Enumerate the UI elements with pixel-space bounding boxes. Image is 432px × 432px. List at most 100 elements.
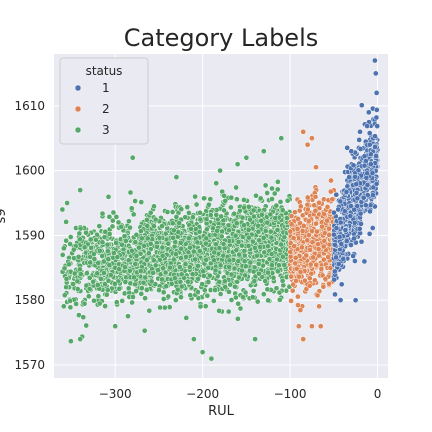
y-tick-label: 1590: [14, 228, 45, 242]
point-2: [309, 239, 316, 246]
point-2: [329, 196, 336, 203]
point-3: [217, 291, 224, 297]
point-3: [177, 264, 183, 270]
point-3: [178, 271, 185, 278]
point-3: [177, 239, 184, 246]
point-3: [247, 259, 254, 266]
point-2: [289, 287, 296, 294]
point-1: [358, 221, 364, 227]
point-3: [237, 305, 244, 312]
point-2: [288, 298, 294, 304]
point-3: [84, 270, 90, 277]
point-3: [202, 303, 209, 310]
point-3: [204, 226, 210, 233]
point-3: [64, 200, 70, 206]
point-3: [114, 254, 121, 260]
point-3: [167, 264, 173, 271]
point-2: [297, 307, 304, 313]
point-3: [276, 262, 282, 269]
point-3: [138, 290, 145, 297]
point-3: [61, 265, 68, 272]
point-3: [121, 233, 128, 240]
point-3: [76, 230, 83, 237]
point-3: [73, 301, 79, 307]
point-3: [138, 228, 144, 234]
point-3: [151, 223, 157, 229]
point-2: [328, 177, 334, 184]
point-3: [195, 263, 201, 269]
point-1: [355, 167, 362, 174]
point-3: [238, 242, 245, 249]
point-2: [326, 225, 332, 232]
point-1: [335, 261, 342, 267]
point-1: [372, 70, 379, 77]
point-3: [154, 243, 160, 250]
point-3: [178, 255, 184, 261]
point-3: [278, 241, 285, 248]
point-3: [127, 280, 134, 287]
point-1: [366, 230, 373, 237]
point-3: [113, 240, 119, 246]
point-3: [140, 279, 147, 286]
point-3: [132, 239, 139, 246]
point-3: [217, 262, 224, 269]
y-axis-label: s9: [0, 208, 9, 223]
point-3: [265, 269, 271, 276]
point-3: [211, 249, 218, 256]
point-3: [133, 252, 140, 259]
point-3: [86, 275, 93, 281]
point-3: [91, 297, 97, 304]
point-2: [291, 243, 298, 249]
point-3: [126, 267, 133, 274]
point-1: [331, 231, 337, 238]
point-1: [353, 190, 360, 196]
point-1: [360, 194, 367, 201]
point-3: [125, 285, 132, 292]
point-2: [304, 206, 311, 213]
point-3: [203, 216, 210, 223]
point-3: [159, 252, 166, 259]
point-2: [310, 254, 317, 261]
point-3: [258, 211, 265, 218]
point-3: [119, 298, 126, 304]
point-1: [352, 173, 358, 180]
point-3: [77, 236, 83, 243]
point-3: [233, 184, 239, 191]
point-3: [111, 250, 117, 256]
point-3: [208, 355, 215, 362]
point-3: [150, 257, 157, 264]
point-3: [172, 297, 179, 303]
point-2: [304, 237, 311, 244]
point-3: [96, 300, 103, 307]
point-3: [235, 258, 242, 265]
point-1: [352, 258, 358, 264]
point-3: [228, 194, 235, 201]
point-1: [369, 170, 376, 177]
point-1: [367, 151, 374, 158]
point-3: [185, 278, 191, 285]
point-3: [277, 199, 284, 205]
point-3: [252, 336, 258, 342]
point-3: [232, 232, 239, 239]
point-2: [306, 282, 313, 289]
point-3: [159, 276, 165, 283]
point-3: [197, 216, 204, 223]
point-3: [160, 289, 167, 296]
point-3: [132, 281, 138, 288]
point-3: [250, 268, 257, 275]
point-3: [68, 338, 74, 345]
point-2: [293, 265, 300, 272]
point-1: [337, 297, 344, 303]
point-3: [127, 189, 134, 196]
point-1: [364, 123, 370, 129]
point-1: [373, 114, 380, 121]
point-3: [77, 187, 84, 193]
point-3: [63, 237, 69, 244]
point-3: [276, 296, 283, 303]
point-3: [71, 270, 78, 277]
point-1: [348, 242, 354, 248]
point-3: [77, 271, 84, 277]
point-3: [242, 263, 249, 270]
legend-label-1: 1: [102, 81, 110, 95]
